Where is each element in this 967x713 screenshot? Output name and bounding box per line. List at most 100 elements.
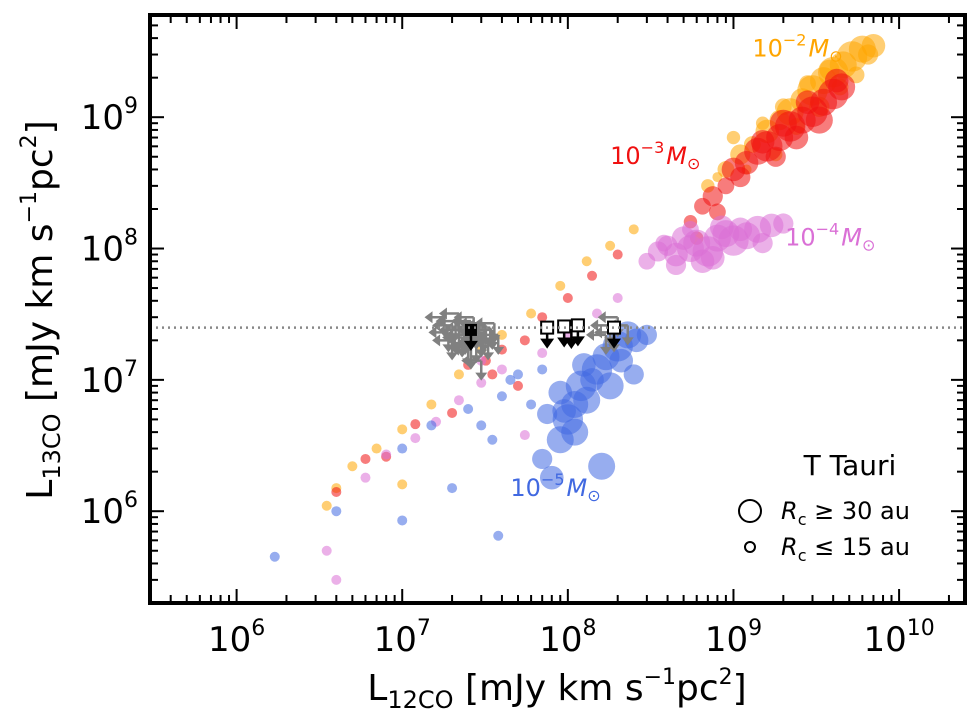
- legend-subscript: c: [798, 510, 807, 529]
- series-label-exponent: −4: [816, 220, 840, 239]
- data-point: [476, 420, 487, 431]
- upper-limit-arrowhead: [475, 372, 488, 381]
- data-point: [397, 515, 408, 526]
- upper-limit-marker-open: [570, 318, 585, 333]
- data-point: [537, 312, 548, 323]
- data-point: [371, 443, 382, 454]
- axis-title-units: pc: [676, 668, 719, 709]
- data-point: [805, 106, 833, 134]
- legend: T Tauri Rc ≥ 30 au Rc ≤ 15 au: [738, 449, 910, 565]
- x-axis-title: L12CO [mJy km s−1pc2]: [367, 665, 746, 709]
- axis-titles: L12CO [mJy km s−1pc2]L13CO [mJy km s−1pc…: [17, 120, 747, 713]
- axis-title-subscript: 12CO: [387, 686, 453, 709]
- y-tick-label: 106: [81, 488, 138, 532]
- data-point: [397, 424, 408, 435]
- series-label-sun-symbol: ⊙: [862, 236, 875, 255]
- series-label-exponent: −5: [541, 470, 565, 489]
- data-point: [655, 234, 673, 252]
- series-label-base: 10: [610, 142, 641, 170]
- upper-limit-arrowhead: [453, 311, 462, 324]
- legend-symbol: R: [781, 533, 798, 561]
- data-point: [347, 461, 358, 472]
- data-point: [682, 220, 699, 238]
- data-point: [331, 506, 342, 517]
- data-point: [397, 443, 408, 454]
- x-tick-label: 1010: [863, 616, 934, 660]
- upper-limit-arrowhead: [477, 344, 490, 353]
- data-point: [321, 500, 332, 511]
- legend-marker: [744, 541, 756, 553]
- axis-title-main: L: [20, 480, 61, 500]
- upper-limit-arrowhead: [621, 337, 634, 346]
- series-label-base: 10: [510, 474, 541, 502]
- upper-limits-layer: [424, 307, 634, 381]
- data-point: [269, 551, 280, 562]
- axis-title-exponent: 2: [17, 134, 42, 148]
- data-point: [476, 377, 487, 388]
- series-label: 10−3M⊙: [610, 138, 700, 173]
- data-point: [573, 386, 601, 414]
- data-point: [426, 420, 437, 431]
- series-label: 10−5M⊙: [510, 470, 600, 505]
- data-point: [700, 246, 725, 270]
- data-point: [605, 240, 616, 251]
- data-point: [755, 116, 770, 130]
- series-label-unit: M: [666, 142, 687, 170]
- data-point: [665, 254, 687, 276]
- series-label-unit: M: [567, 474, 588, 502]
- data-point: [537, 348, 548, 359]
- data-point: [526, 399, 537, 410]
- data-point: [537, 403, 558, 425]
- series-label-unit: M: [808, 34, 829, 62]
- upper-limit-arrowhead: [456, 349, 469, 358]
- legend-label: Rc ≤ 15 au: [781, 533, 910, 565]
- upper-limit-arrowhead: [590, 319, 599, 332]
- tick-exponent: 7: [124, 357, 138, 382]
- axis-title-subscript: 13CO: [38, 413, 66, 479]
- data-point: [555, 280, 566, 291]
- data-point: [410, 433, 421, 444]
- tick-base: 10: [705, 620, 748, 660]
- data-point: [702, 186, 723, 207]
- upper-limit-arrowhead: [442, 344, 455, 353]
- data-point: [561, 418, 589, 446]
- data-point: [709, 215, 734, 240]
- upper-limit-arrowhead: [435, 315, 444, 328]
- data-point: [519, 335, 530, 346]
- upper-limit-arrowhead: [540, 338, 555, 349]
- series-label-exponent: −2: [783, 30, 807, 49]
- data-point: [765, 146, 786, 167]
- data-point: [447, 483, 458, 494]
- series-label: 10−4M⊙: [785, 220, 875, 255]
- upper-limit-arrowhead: [424, 311, 433, 324]
- x-tick-label: 106: [208, 616, 265, 660]
- data-point: [588, 452, 616, 480]
- series-label-exponent: −3: [641, 138, 665, 157]
- series-label-unit: M: [841, 224, 862, 252]
- data-point: [539, 465, 564, 490]
- data-point: [717, 177, 735, 195]
- tick-exponent: 6: [124, 488, 138, 513]
- tick-base: 10: [81, 492, 124, 532]
- axis-title-units: pc: [20, 148, 61, 191]
- legend-label: Rc ≥ 30 au: [781, 497, 910, 529]
- legend-relation: ≤ 15 au: [806, 533, 909, 561]
- data-point: [537, 364, 548, 375]
- tick-exponent: 9: [748, 616, 762, 641]
- series-label: 10−2M⊙: [752, 30, 842, 65]
- upper-limit-arrowhead: [570, 336, 585, 347]
- tick-exponent: 8: [124, 226, 138, 251]
- upper-limit-arrowhead: [458, 317, 467, 330]
- data-point: [609, 348, 634, 373]
- legend-title: T Tauri: [803, 449, 897, 482]
- x-tick-label: 108: [539, 616, 596, 660]
- data-point: [519, 430, 530, 441]
- data-point: [463, 404, 474, 415]
- legend-relation: ≥ 30 au: [806, 497, 909, 525]
- axis-title-bracket: ]: [733, 668, 747, 709]
- data-point: [628, 224, 639, 235]
- tick-exponent: 6: [251, 616, 265, 641]
- data-point: [526, 308, 537, 319]
- data-point: [562, 293, 573, 304]
